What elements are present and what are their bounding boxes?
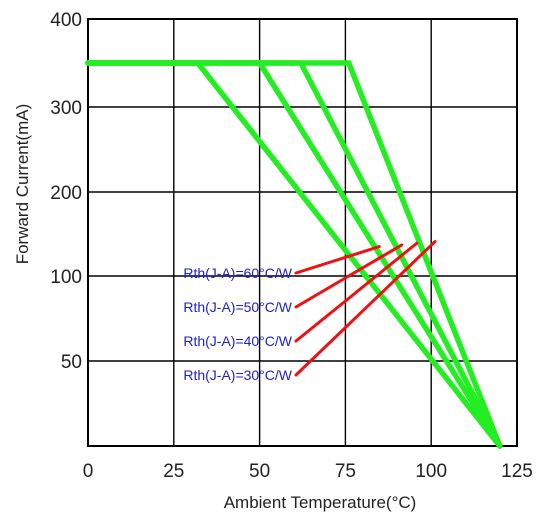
annotation-pointer-2 [294,241,419,343]
series-annotation-label-0: Rth(J-A)=60°C/W [183,265,292,281]
x-tick-label-2: 50 [249,461,270,482]
x-axis-label: Ambient Temperature(°C) [224,493,417,512]
annotation-layer: Rth(J-A)=60°C/W Rth(J-A)=50°C/W Rth(J-A)=4… [183,265,292,383]
y-tick-label-4: 50 [61,352,82,373]
series-line-3 [85,60,503,449]
y-axis-label: Forward Current(mA) [13,104,32,265]
annotation-pointer-0 [294,245,381,275]
x-tick-label-0: 0 [83,461,94,482]
plot-frame [87,18,518,447]
x-tick-label-1: 25 [163,461,184,482]
series-annotation-label-2: Rth(J-A)=40°C/W [183,333,292,349]
y-tick-labels: 400 300 200 100 50 [50,10,82,373]
annotation-pointer-3 [294,240,437,377]
x-tick-label-4: 100 [415,461,447,482]
annotation-pointer-1 [294,243,404,309]
y-tick-label-3: 100 [50,267,82,288]
x-tick-labels: 0 25 50 75 100 125 [83,461,533,482]
x-tick-label-5: 125 [501,461,533,482]
y-tick-label-0: 400 [50,10,82,31]
annotation-pointer-layer [294,240,437,377]
y-tick-label-2: 200 [50,183,82,204]
series-annotation-label-1: Rth(J-A)=50°C/W [183,299,292,315]
series-layer [85,60,503,449]
series-annotation-label-3: Rth(J-A)=30°C/W [183,367,292,383]
x-tick-label-3: 75 [335,461,356,482]
y-tick-label-1: 300 [50,98,82,119]
